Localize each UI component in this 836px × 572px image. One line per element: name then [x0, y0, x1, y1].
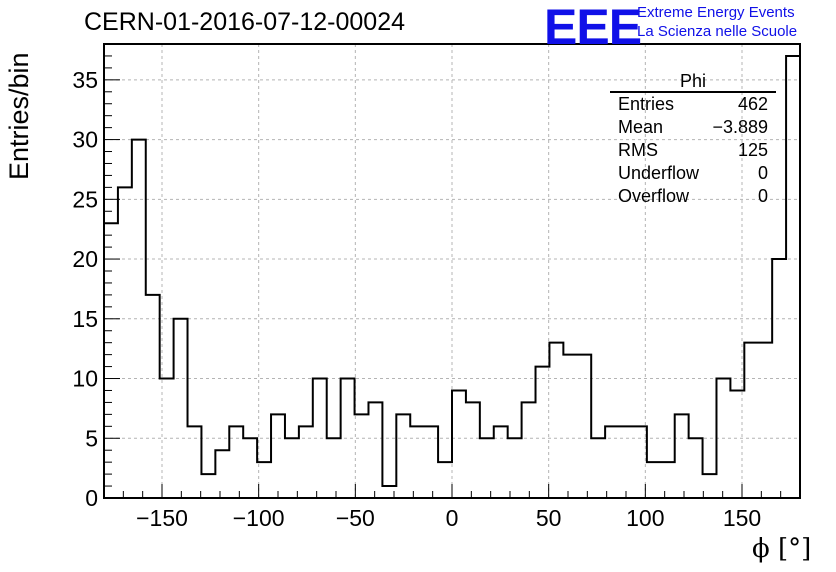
histogram-series	[103, 54, 801, 498]
stats-row-entries: Entries 462	[610, 93, 776, 116]
axis-ticks	[104, 55, 782, 499]
stats-row-mean: Mean −3.889	[610, 116, 776, 139]
stats-title: Phi	[610, 71, 776, 93]
eee-logo: EEE	[544, 0, 642, 55]
y-tick-label: 35	[72, 67, 98, 93]
y-tick-label: 10	[72, 366, 98, 392]
stats-row-underflow: Underflow 0	[610, 162, 776, 185]
y-tick-label: 5	[85, 425, 98, 451]
y-tick-label: 0	[85, 485, 98, 511]
histogram-outline	[103, 54, 801, 498]
x-tick-label: 0	[446, 505, 459, 531]
x-tick-label: 50	[536, 505, 562, 531]
stats-box: Phi Entries 462 Mean −3.889 RMS 125 Unde…	[610, 71, 776, 208]
x-tick-label: −150	[136, 505, 188, 531]
stats-row-overflow: Overflow 0	[610, 185, 776, 208]
y-tick-label: 20	[72, 246, 98, 272]
stats-label: RMS	[618, 140, 658, 160]
y-tick-label: 15	[72, 306, 98, 332]
y-tick-labels: 0 5 10 15 20 25 30 35	[72, 67, 98, 511]
stats-row-rms: RMS 125	[610, 139, 776, 162]
stats-value: 462	[737, 94, 768, 114]
x-tick-label: −100	[233, 505, 285, 531]
x-tick-label: 100	[626, 505, 664, 531]
x-axis-label: ϕ [°]	[752, 534, 812, 564]
stats-value: 0	[757, 186, 768, 206]
logo-caption-line2: La Scienza nelle Scuole	[637, 23, 798, 40]
stats-value: 125	[737, 140, 768, 160]
stats-value: 0	[757, 163, 768, 183]
stats-label: Underflow	[618, 163, 700, 183]
logo-caption-line1: Extreme Energy Events	[637, 4, 795, 21]
stats-value: −3.889	[712, 117, 768, 137]
y-axis-label: Entries/bin	[4, 52, 34, 180]
stats-label: Entries	[618, 94, 675, 114]
logo-caption: Extreme Energy Events La Scienza nelle S…	[637, 3, 797, 41]
x-tick-labels: −150 −100 −50 0 50 100 150	[136, 505, 761, 531]
x-tick-label: 150	[723, 505, 761, 531]
x-tick-label: −50	[336, 505, 375, 531]
stats-label: Overflow	[618, 186, 690, 206]
y-tick-label: 30	[72, 127, 98, 153]
y-tick-label: 25	[72, 186, 98, 212]
stats-label: Mean	[618, 117, 664, 137]
chart-title: CERN-01-2016-07-12-00024	[84, 8, 406, 36]
